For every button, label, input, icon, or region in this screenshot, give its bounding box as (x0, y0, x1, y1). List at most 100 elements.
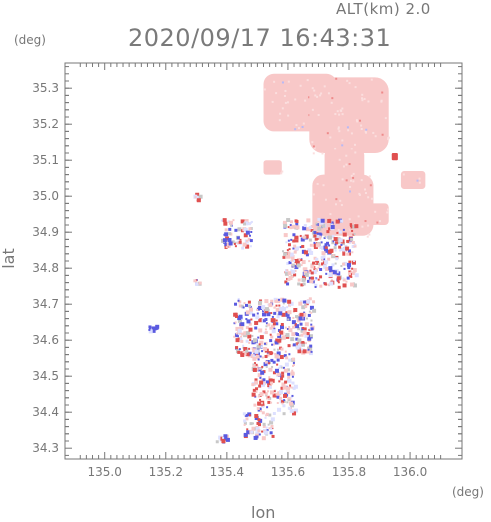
heatmap-cell (285, 311, 288, 314)
heatmap-cell (237, 350, 241, 354)
heatmap-cell (307, 346, 310, 349)
heatmap-cell (258, 306, 263, 311)
x-axis-label: lon (251, 503, 276, 522)
heatmap-cell (240, 335, 243, 338)
heatmap-cell (326, 230, 330, 234)
heatmap-cell (387, 138, 390, 141)
heatmap-cell (229, 220, 234, 225)
heatmap-cell (199, 282, 202, 285)
heatmap-cell (348, 252, 352, 256)
heatmap-cell (320, 256, 324, 260)
heatmap-cell (335, 77, 338, 80)
heatmap-cell (338, 238, 343, 243)
heatmap-cell (351, 241, 355, 245)
heatmap-cell (251, 426, 256, 431)
heatmap-cell (304, 303, 307, 306)
heatmap-cell (272, 371, 276, 375)
heatmap-cell (338, 130, 341, 133)
heatmap-cell (254, 349, 259, 354)
heatmap-cell (345, 179, 348, 182)
heatmap-cell (259, 380, 264, 385)
heatmap-cell (148, 325, 152, 329)
heatmap-cell (350, 237, 354, 241)
heatmap-cell (297, 278, 301, 282)
heatmap-cell (345, 280, 348, 283)
heatmap-cell (353, 259, 356, 262)
heatmap-cell (283, 252, 288, 257)
heatmap-cell (308, 270, 312, 274)
heatmap-cell (249, 245, 252, 248)
heatmap-cell (312, 300, 316, 304)
heatmap-cell (268, 351, 273, 356)
heatmap-cell (264, 328, 267, 331)
heatmap-cell (282, 385, 287, 390)
heatmap-cell (286, 391, 290, 395)
heatmap-cell (350, 174, 353, 177)
heatmap-cell (336, 110, 339, 113)
heatmap-cell (346, 263, 351, 268)
heatmap-cell (317, 262, 320, 265)
heatmap-cell (275, 322, 279, 326)
heatmap-cell (243, 432, 248, 437)
heatmap-cell (276, 348, 279, 351)
heatmap-cell (342, 277, 345, 280)
heatmap-cell (273, 348, 276, 351)
heatmap-cell (234, 241, 237, 244)
heatmap-cell (279, 112, 282, 115)
heatmap-cell (309, 250, 314, 255)
heatmap-cell (264, 355, 268, 359)
heatmap-cell (198, 194, 203, 199)
heatmap-cell (282, 306, 287, 311)
heatmap-cell (297, 343, 302, 348)
heatmap-cell (241, 332, 245, 336)
heatmap-cell (248, 310, 253, 315)
heatmap-cell (317, 113, 320, 116)
heatmap-cell (302, 312, 307, 317)
heatmap-cell (360, 128, 363, 131)
heatmap-cell (374, 210, 377, 213)
heatmap-cell (313, 147, 316, 150)
heatmap-cell (249, 221, 252, 224)
heatmap-cell (252, 354, 255, 357)
heatmap-cell (244, 221, 249, 226)
heatmap-cell (306, 349, 311, 354)
heatmap-cell (235, 332, 238, 335)
heatmap-cell (333, 237, 338, 242)
heatmap-cell (314, 94, 317, 97)
heatmap-cell (255, 435, 259, 439)
heatmap-cell (245, 352, 250, 357)
heatmap-cell (310, 334, 314, 338)
heatmap-cell (290, 396, 293, 399)
heatmap-cell (247, 237, 251, 241)
heatmap-cell (233, 322, 236, 325)
heatmap-cell (348, 270, 352, 274)
heatmap-cell (297, 327, 301, 331)
heatmap-cell (308, 328, 311, 331)
heatmap-cell (342, 262, 346, 266)
heatmap-cell (313, 256, 317, 260)
heatmap-cell (281, 250, 284, 253)
heatmap-cell (343, 267, 346, 270)
heatmap-cell (319, 94, 322, 97)
heatmap-cell (153, 327, 156, 330)
heatmap-cell (283, 233, 288, 238)
heatmap-cell (303, 300, 307, 304)
heatmap-cell (361, 93, 364, 96)
heatmap-cell (279, 365, 283, 369)
heatmap-cell (309, 305, 314, 310)
heatmap-cell (299, 312, 304, 317)
heatmap-cell (268, 303, 273, 308)
heatmap-cell (254, 326, 258, 330)
heatmap-cell (315, 257, 319, 261)
heatmap-cell (290, 238, 293, 241)
heatmap-cell (252, 364, 257, 369)
heatmap-cell (336, 276, 341, 281)
heatmap-cell (282, 302, 285, 305)
heatmap-cell (267, 400, 271, 404)
heatmap-cell (238, 304, 242, 308)
heatmap-cell (310, 225, 314, 229)
heatmap-cell (279, 377, 283, 381)
heatmap-cell (380, 100, 383, 103)
heatmap-cell (248, 322, 252, 326)
heatmap-cell (302, 267, 306, 271)
